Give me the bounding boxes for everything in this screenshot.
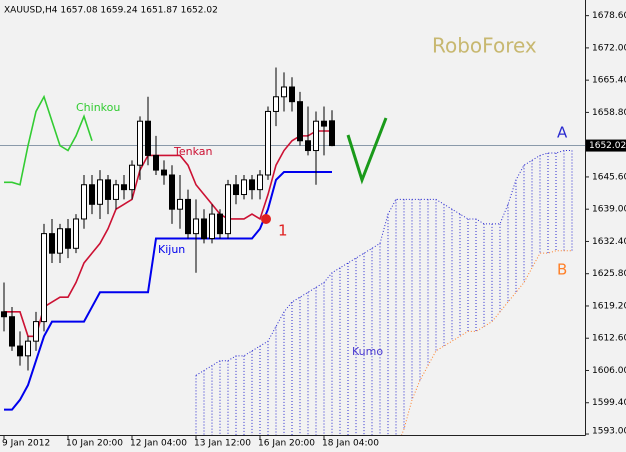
line-chinkou bbox=[4, 94, 93, 186]
y-tick-label: 1632.40 bbox=[592, 237, 626, 247]
candle-body bbox=[297, 101, 303, 142]
candle-body bbox=[25, 340, 31, 357]
candle-body bbox=[89, 184, 95, 205]
candle-body bbox=[209, 213, 215, 240]
cross-point bbox=[261, 214, 271, 224]
candle-body bbox=[289, 86, 295, 103]
x-tick-label: 16 Jan 20:00 bbox=[258, 439, 315, 449]
y-tick-label: 1665.40 bbox=[592, 76, 626, 86]
candle-body bbox=[305, 140, 311, 152]
candle-body bbox=[329, 120, 335, 147]
tenkan-label: Tenkan bbox=[173, 145, 213, 158]
candle-body bbox=[273, 96, 279, 112]
line-a bbox=[195, 150, 572, 376]
y-tick-label: 1645.60 bbox=[592, 172, 626, 182]
candle-body bbox=[73, 218, 79, 249]
candle-body bbox=[9, 316, 15, 347]
candle-body bbox=[145, 120, 151, 156]
candle-body bbox=[185, 198, 191, 235]
candle-body bbox=[65, 228, 71, 249]
candle-body bbox=[33, 321, 39, 342]
candle-body bbox=[201, 218, 207, 240]
candle-body bbox=[265, 110, 271, 176]
x-tick-label: 9 Jan 2012 bbox=[2, 439, 50, 449]
line-tenkan bbox=[4, 130, 332, 338]
watermark: RoboForex bbox=[432, 34, 537, 58]
candle-body bbox=[193, 218, 199, 235]
candle-body bbox=[257, 174, 263, 191]
candle-body bbox=[249, 179, 255, 191]
candle-body bbox=[97, 179, 103, 205]
candle-body bbox=[81, 184, 87, 220]
x-tick-label: 12 Jan 04:00 bbox=[130, 439, 187, 449]
y-tick-label: 1599.40 bbox=[592, 398, 626, 408]
candle-body bbox=[169, 174, 175, 210]
candle-body bbox=[177, 198, 183, 210]
y-tick-label: 1612.60 bbox=[592, 334, 626, 344]
current-price-label: 1652.02 bbox=[589, 141, 626, 151]
y-tick-label: 1593.00 bbox=[592, 427, 626, 437]
candle-body bbox=[217, 213, 223, 235]
candle-body bbox=[41, 233, 47, 323]
b-label: B bbox=[557, 261, 567, 279]
candle-body bbox=[313, 120, 319, 152]
y-tick-label: 1678.60 bbox=[592, 11, 626, 21]
candle-body bbox=[161, 169, 167, 176]
candle-body bbox=[49, 233, 55, 254]
x-tick-label: 18 Jan 04:00 bbox=[322, 439, 379, 449]
y-tick-label: 1625.80 bbox=[592, 269, 626, 279]
a-label: A bbox=[557, 124, 568, 142]
candle-body bbox=[121, 184, 127, 191]
kumo-label: Kumo bbox=[352, 345, 383, 358]
candle-body bbox=[321, 120, 327, 127]
candle-body bbox=[129, 164, 135, 191]
candle-body bbox=[137, 120, 143, 166]
line-b bbox=[401, 250, 572, 435]
candle-body bbox=[281, 86, 287, 98]
chinkou-label: Chinkou bbox=[76, 101, 120, 114]
candle-body bbox=[1, 311, 7, 318]
current-price-box bbox=[586, 139, 626, 152]
candle-body bbox=[113, 184, 119, 200]
plot-area bbox=[0, 67, 585, 435]
candle-body bbox=[233, 184, 239, 196]
x-tick-label: 13 Jan 12:00 bbox=[194, 439, 251, 449]
y-tick-label: 1639.00 bbox=[592, 205, 626, 215]
signal-arrow bbox=[346, 117, 388, 185]
candle-body bbox=[153, 154, 159, 171]
candle-body bbox=[17, 345, 23, 357]
signal-label: 1 bbox=[278, 222, 288, 240]
candle-body bbox=[241, 179, 247, 196]
y-tick-label: 1672.00 bbox=[592, 43, 626, 53]
kijun-label: Kijun bbox=[158, 243, 185, 256]
y-tick-label: 1658.80 bbox=[592, 108, 626, 118]
candle-body bbox=[225, 184, 231, 235]
x-tick-label: 10 Jan 20:00 bbox=[66, 439, 123, 449]
y-tick-label: 1619.20 bbox=[592, 301, 626, 311]
candle-body bbox=[57, 228, 63, 254]
y-tick-label: 1606.00 bbox=[592, 366, 626, 376]
candle-body bbox=[105, 179, 111, 200]
line-kijun bbox=[4, 171, 332, 411]
chart-title: XAUUSD,H4 1657.08 1659.24 1651.87 1652.0… bbox=[4, 6, 218, 16]
